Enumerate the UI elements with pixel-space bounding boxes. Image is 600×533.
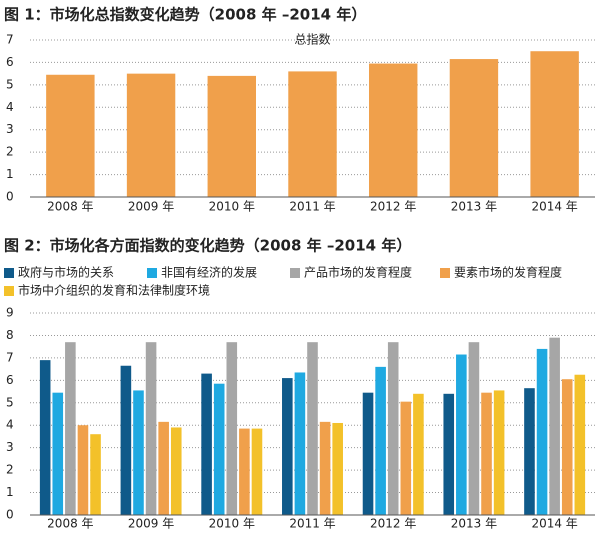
y-tick-label: 6 bbox=[6, 373, 14, 387]
y-tick-label: 2 bbox=[6, 145, 14, 159]
bar bbox=[561, 379, 573, 515]
series-label: 总指数 bbox=[294, 32, 330, 47]
bar bbox=[207, 75, 256, 197]
x-tick-label: 2010 年 bbox=[209, 200, 255, 214]
x-tick-label: 2013 年 bbox=[451, 517, 497, 531]
bar bbox=[288, 71, 337, 197]
x-tick-label: 2013 年 bbox=[451, 200, 497, 214]
bar bbox=[77, 425, 89, 515]
bar bbox=[120, 365, 132, 515]
legend-swatch bbox=[4, 268, 14, 278]
chart-title: 图 2：市场化各方面指数的变化趋势（2008 年 –2014 年） bbox=[4, 237, 411, 255]
y-tick-label: 0 bbox=[6, 508, 14, 522]
bar bbox=[282, 378, 293, 515]
bar bbox=[443, 393, 455, 515]
y-tick-label: 6 bbox=[6, 55, 14, 69]
bar bbox=[201, 373, 212, 515]
bar bbox=[574, 374, 586, 515]
bar bbox=[387, 342, 399, 515]
bar bbox=[294, 372, 306, 515]
bar bbox=[213, 383, 225, 515]
bar bbox=[319, 421, 331, 515]
bar bbox=[536, 348, 548, 515]
y-tick-label: 0 bbox=[6, 190, 14, 204]
x-tick-label: 2011 年 bbox=[289, 200, 335, 214]
y-tick-label: 7 bbox=[6, 350, 14, 364]
bar bbox=[549, 337, 560, 515]
y-tick-label: 9 bbox=[6, 306, 14, 320]
bar bbox=[481, 392, 492, 515]
legend-swatch bbox=[147, 268, 157, 278]
x-tick-label: 2014 年 bbox=[531, 517, 577, 531]
bar bbox=[126, 73, 176, 197]
x-tick-label: 2009 年 bbox=[128, 200, 174, 214]
bar bbox=[524, 388, 535, 515]
legend-swatch bbox=[290, 268, 300, 278]
bar bbox=[170, 427, 182, 515]
bar bbox=[46, 74, 95, 197]
legend-label: 要素市场的发育程度 bbox=[454, 265, 562, 280]
x-tick-label: 2011 年 bbox=[289, 517, 335, 531]
legend-label: 政府与市场的关系 bbox=[18, 265, 114, 280]
bar bbox=[400, 401, 412, 515]
x-tick-label: 2009 年 bbox=[128, 517, 174, 531]
bar bbox=[65, 342, 76, 515]
bar bbox=[239, 428, 250, 515]
bar bbox=[39, 360, 51, 515]
bar bbox=[307, 342, 318, 515]
legend-label: 非国有经济的发展 bbox=[161, 265, 257, 280]
x-tick-label: 2008 年 bbox=[47, 200, 93, 214]
x-tick-label: 2012 年 bbox=[370, 517, 416, 531]
y-tick-label: 5 bbox=[6, 77, 14, 91]
y-tick-label: 2 bbox=[6, 463, 14, 477]
legend-swatch bbox=[4, 286, 14, 296]
bar bbox=[145, 342, 157, 515]
y-tick-label: 4 bbox=[6, 100, 14, 114]
bar bbox=[158, 421, 169, 515]
bar bbox=[375, 366, 386, 515]
bar bbox=[226, 342, 238, 515]
x-tick-label: 2012 年 bbox=[370, 200, 416, 214]
legend-swatch bbox=[440, 268, 450, 278]
y-tick-label: 1 bbox=[6, 485, 14, 499]
bar bbox=[251, 428, 263, 515]
x-tick-label: 2014 年 bbox=[531, 200, 577, 214]
chart-title: 图 1：市场化总指数变化趋势（2008 年 –2014 年） bbox=[4, 6, 366, 24]
bar bbox=[133, 390, 144, 515]
y-tick-label: 8 bbox=[6, 328, 14, 342]
bar bbox=[449, 59, 499, 197]
y-tick-label: 3 bbox=[6, 122, 14, 136]
x-tick-label: 2010 年 bbox=[209, 517, 255, 531]
bar bbox=[456, 354, 467, 515]
bar bbox=[369, 63, 418, 197]
bar bbox=[468, 342, 480, 515]
bar bbox=[413, 393, 424, 515]
y-tick-label: 5 bbox=[6, 395, 14, 409]
bar bbox=[52, 392, 64, 515]
y-tick-label: 3 bbox=[6, 440, 14, 454]
x-tick-label: 2008 年 bbox=[47, 517, 93, 531]
bar bbox=[332, 422, 343, 515]
bar bbox=[530, 51, 579, 197]
bar bbox=[90, 434, 101, 515]
y-tick-label: 4 bbox=[6, 418, 14, 432]
bar bbox=[362, 392, 374, 515]
y-tick-label: 1 bbox=[6, 167, 14, 181]
legend-label: 产品市场的发育程度 bbox=[304, 265, 412, 280]
y-tick-label: 7 bbox=[6, 33, 14, 47]
bar bbox=[493, 390, 505, 515]
legend-label: 市场中介组织的发育和法律制度环境 bbox=[18, 283, 210, 298]
